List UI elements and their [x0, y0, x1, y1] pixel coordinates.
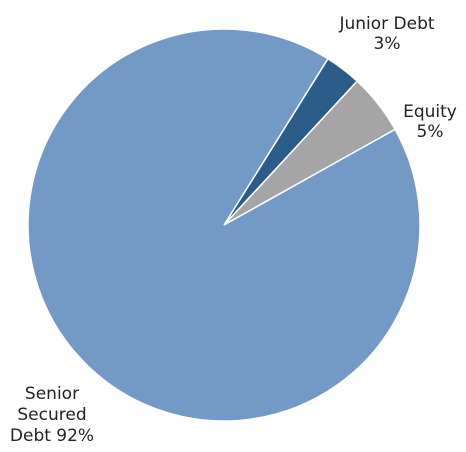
slice-label-line: 5%	[417, 122, 444, 142]
slice-labels: Junior Debt 3% Equity 5% Senior Secured Debt 9…	[10, 14, 457, 446]
slice-label-line: Equity	[403, 102, 457, 122]
pie-slice-senior-secured-debt	[27, 28, 421, 422]
slice-label-line: Secured	[17, 405, 86, 425]
slice-label-line: 3%	[374, 34, 401, 54]
slice-label-line: Senior	[25, 384, 79, 404]
slice-label-senior-secured-debt: Senior Secured Debt 92%	[10, 384, 94, 446]
slice-label-line: Debt 92%	[10, 426, 94, 446]
pie-slices	[27, 28, 421, 422]
slice-label-equity: Equity 5%	[403, 102, 457, 142]
slice-label-junior-debt: Junior Debt 3%	[338, 14, 434, 54]
slice-label-line: Junior Debt	[338, 14, 434, 34]
